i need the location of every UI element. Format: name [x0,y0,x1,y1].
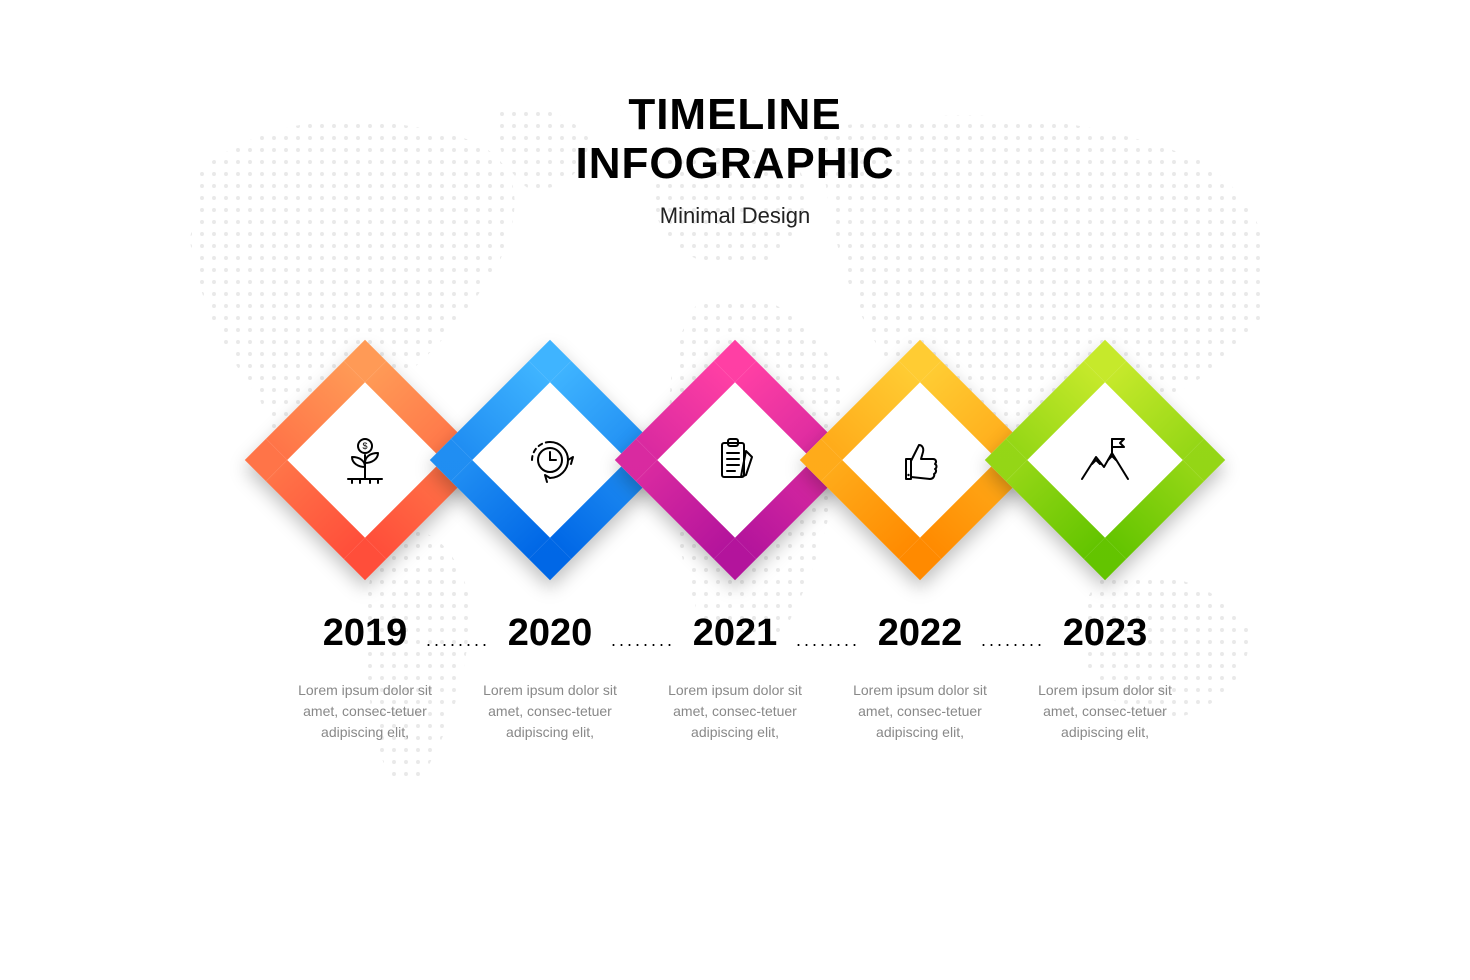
timeline-year: 2020 [508,612,593,655]
diamond-row [235,330,1235,590]
timeline-connector: ········ [981,634,1045,655]
heading-block: TIMELINE INFOGRAPHIC Minimal Design [0,90,1470,229]
timeline-year: 2021 [693,612,778,655]
timeline-description: Lorem ipsum dolor sit amet, consec-tetue… [835,680,1005,743]
timeline-description: Lorem ipsum dolor sit amet, consec-tetue… [465,680,635,743]
growth-plant-icon [338,433,392,487]
timeline-connector: ········ [796,634,860,655]
timeline-year: 2023 [1063,612,1148,655]
clock-cycle-icon [523,433,577,487]
title-line2: INFOGRAPHIC [0,139,1470,188]
timeline-connector: ········ [426,634,490,655]
thumbs-up-icon [893,433,947,487]
mountain-flag-icon [1078,433,1132,487]
timeline-year: 2019 [323,612,408,655]
title-line1: TIMELINE [0,90,1470,139]
timeline-description: Lorem ipsum dolor sit amet, consec-tetue… [1020,680,1190,743]
subtitle: Minimal Design [0,203,1470,229]
year-row: 2019 ········ 2020 ········ 2021 ········ 2022… [235,612,1235,662]
timeline-diamond [985,340,1225,580]
clipboard-icon [708,433,762,487]
infographic-stage: TIMELINE INFOGRAPHIC Minimal Design 2019… [0,0,1470,980]
timeline-connector: ········ [611,634,675,655]
timeline-description: Lorem ipsum dolor sit amet, consec-tetue… [280,680,450,743]
timeline-year: 2022 [878,612,963,655]
timeline-description: Lorem ipsum dolor sit amet, consec-tetue… [650,680,820,743]
